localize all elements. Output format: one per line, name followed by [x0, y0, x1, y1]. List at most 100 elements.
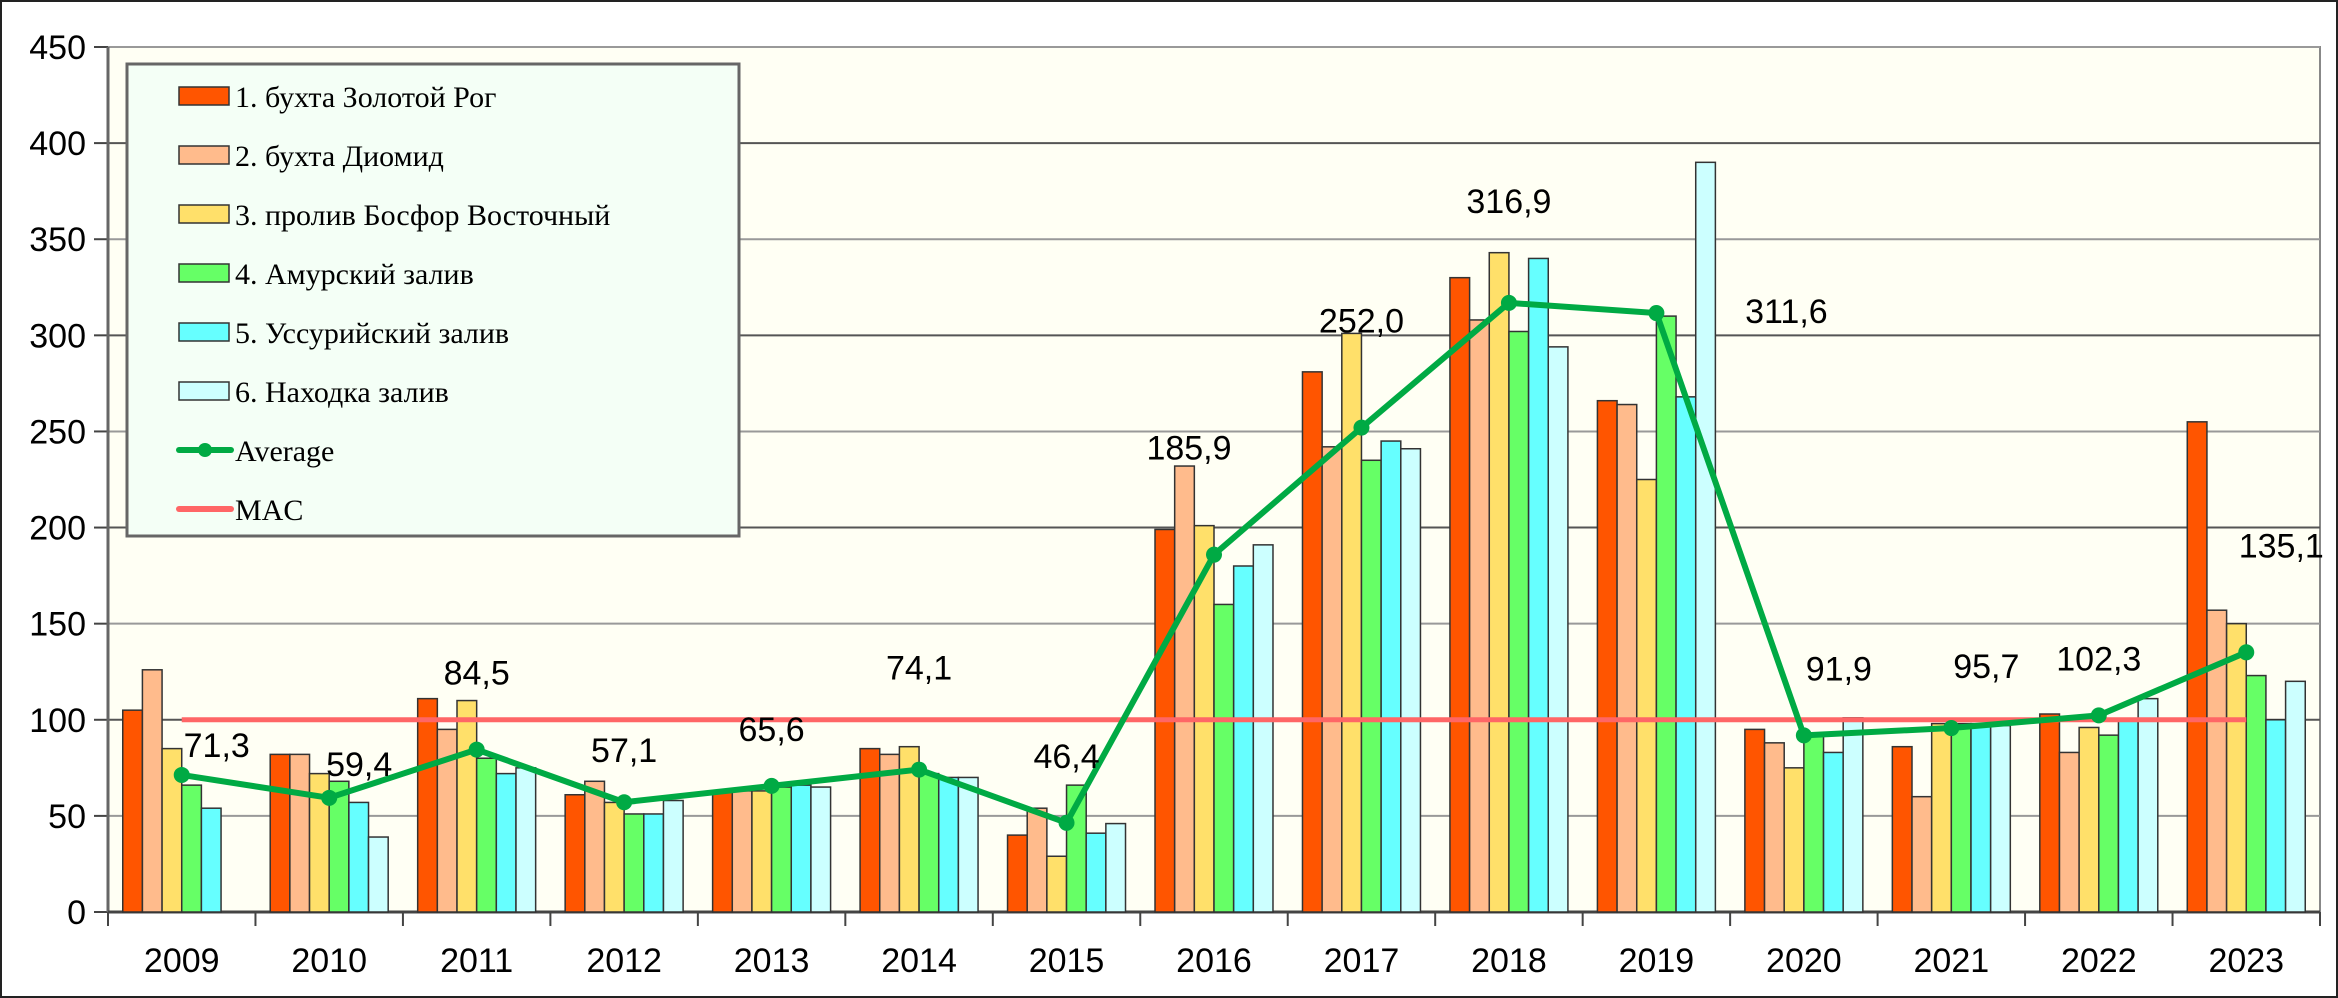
legend-swatch: [178, 145, 230, 165]
average-line: [173, 294, 2255, 831]
bar: [2284, 680, 2307, 913]
average-data-label: 74,1: [886, 650, 952, 688]
bar: [200, 807, 222, 913]
bar: [1301, 371, 1323, 913]
bar: [1468, 319, 1491, 913]
bar: [810, 786, 832, 913]
average-marker: [1943, 720, 1960, 737]
bar: [1911, 795, 1933, 913]
y-tick-label: 200: [29, 510, 86, 548]
bar: [1105, 822, 1127, 913]
bar: [1252, 544, 1274, 913]
bar: [2098, 734, 2120, 913]
x-tick-label: 2015: [1029, 942, 1105, 980]
bar: [643, 813, 665, 913]
bar: [1744, 728, 1766, 913]
x-tick-label: 2018: [1471, 942, 1547, 980]
legend-label: 1. бухта Золотой Рог: [235, 81, 496, 114]
legend-box: [125, 62, 741, 538]
average-data-label: 311,6: [1745, 293, 1828, 331]
average-marker: [468, 741, 485, 758]
bar: [2117, 719, 2139, 913]
average-marker: [1058, 814, 1075, 831]
bar: [711, 790, 734, 913]
average-data-label: 84,5: [444, 655, 510, 693]
bar: [2225, 622, 2248, 913]
average-marker: [1206, 546, 1222, 563]
bar: [770, 786, 793, 913]
bar: [2206, 609, 2228, 913]
bar: [2058, 751, 2080, 913]
x-tick-label: 2014: [881, 942, 957, 980]
x-axis: 2009 2010 2011 2012 2013 2014 2015 2016 2017 2018…: [107, 910, 2321, 980]
bar: [2245, 674, 2267, 913]
average-marker: [2090, 707, 2107, 724]
average-data-label: 71,3: [184, 727, 250, 765]
x-tick-label: 2011: [440, 942, 513, 980]
bar: [1380, 440, 1402, 913]
bar: [1596, 399, 1618, 913]
bar: [918, 772, 940, 913]
y-tick-label: 300: [29, 317, 86, 355]
legend-swatch: [178, 381, 230, 401]
average-data-label: 57,1: [591, 732, 657, 770]
bar: [731, 790, 753, 913]
x-tick-label: 2021: [1914, 942, 1990, 980]
average-data-label: 252,0: [1319, 303, 1404, 341]
average-marker: [763, 777, 780, 794]
legend-label: 3. пролив Босфор Восточный: [235, 199, 610, 232]
x-tick-label: 2017: [1324, 942, 1400, 980]
data-labels: 71,3 59,4 84,5 57,1 65,6 74,1 46,4 185,9 252,0 31…: [184, 183, 2324, 784]
bar: [180, 784, 203, 913]
bar: [1655, 315, 1677, 913]
legend-label: MAC: [235, 494, 303, 527]
legend-swatch: [178, 204, 230, 224]
bar: [1508, 330, 1530, 913]
bar: [1891, 745, 1913, 913]
bar: [1694, 161, 1717, 913]
average-marker: [1795, 727, 1812, 744]
bar: [1006, 834, 1028, 913]
bar: [416, 697, 439, 913]
y-tick-label: 350: [29, 221, 86, 259]
x-tick-label: 2022: [2061, 942, 2137, 980]
bar: [141, 669, 163, 913]
bar: [1527, 257, 1550, 913]
average-marker: [616, 794, 633, 811]
bar: [1232, 565, 1255, 913]
bar: [1803, 734, 1825, 913]
bar: [1321, 446, 1343, 913]
average-marker: [911, 761, 928, 778]
bar: [623, 813, 645, 913]
x-tick-label: 2009: [144, 942, 220, 980]
legend-label: 2. бухта Диомид: [235, 140, 444, 173]
bar: [1449, 276, 1471, 913]
legend-label: 4. Амурский залив: [235, 258, 474, 291]
bar: [2078, 726, 2100, 913]
bar: [1616, 403, 1638, 913]
bar: [1930, 722, 1953, 913]
average-marker: [321, 789, 338, 806]
average-marker: [1500, 294, 1517, 311]
y-tick-label: 450: [29, 29, 86, 67]
y-tick-label: 400: [29, 125, 86, 163]
average-data-label: 135,1: [2239, 527, 2324, 565]
bar: [1675, 396, 1697, 913]
bar: [564, 793, 586, 913]
legend-label: 6. Находка залив: [235, 376, 449, 409]
legend-label: Average: [235, 435, 334, 468]
bar: [662, 799, 684, 913]
average-data-label: 102,3: [2056, 640, 2141, 678]
average-data-label: 185,9: [1146, 430, 1231, 468]
bar: [1989, 724, 2012, 913]
y-tick-label: 250: [29, 413, 86, 451]
bar: [1842, 717, 1864, 913]
bar: [2039, 713, 2061, 913]
average-data-label: 316,9: [1466, 183, 1551, 221]
bar: [1360, 459, 1382, 913]
bar: [1822, 751, 1844, 913]
y-tick-label: 150: [29, 606, 86, 644]
bar: [1970, 722, 1992, 913]
